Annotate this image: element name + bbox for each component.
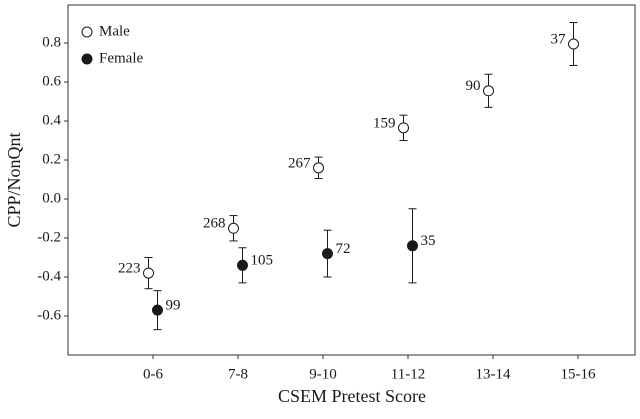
count-label: 99 bbox=[166, 298, 181, 314]
x-tick-label: 13-14 bbox=[476, 366, 511, 382]
count-label: 105 bbox=[251, 253, 274, 269]
y-tick-label: 0.0 bbox=[42, 190, 61, 206]
count-label: 159 bbox=[373, 115, 396, 131]
x-axis-label: CSEM Pretest Score bbox=[278, 386, 426, 406]
point bbox=[398, 122, 409, 134]
count-label: 90 bbox=[466, 78, 481, 94]
count-label: 35 bbox=[421, 233, 436, 249]
plot-border bbox=[67, 4, 636, 356]
count-label: 72 bbox=[336, 241, 351, 257]
count-label: 223 bbox=[118, 261, 141, 277]
legend-symbol bbox=[81, 53, 93, 65]
y-axis-label: CPP/NonQnt bbox=[4, 132, 24, 227]
count-label: 37 bbox=[551, 31, 567, 47]
point bbox=[237, 259, 248, 271]
point bbox=[568, 38, 579, 50]
y-tick-label: 0.2 bbox=[42, 151, 61, 167]
point bbox=[143, 267, 154, 279]
point bbox=[483, 85, 494, 97]
point bbox=[322, 248, 333, 260]
x-tick-label: 15-16 bbox=[561, 366, 596, 382]
point bbox=[228, 222, 239, 234]
x-tick-label: 0-6 bbox=[143, 366, 163, 382]
count-label: 268 bbox=[203, 216, 226, 232]
legend-label: Male bbox=[99, 23, 130, 39]
count-label: 267 bbox=[288, 155, 311, 171]
x-tick-label: 11-12 bbox=[391, 366, 425, 382]
y-tick-label: 0.4 bbox=[42, 112, 61, 128]
x-tick-label: 9-10 bbox=[309, 366, 337, 382]
y-tick-label: -0.6 bbox=[37, 307, 61, 323]
point bbox=[313, 162, 324, 174]
y-tick-label: -0.4 bbox=[37, 268, 61, 284]
y-tick-label: 0.6 bbox=[42, 73, 61, 89]
y-tick-label: 0.8 bbox=[42, 34, 61, 50]
point bbox=[152, 304, 163, 316]
legend-label: Female bbox=[99, 50, 143, 66]
y-tick-label: -0.2 bbox=[37, 229, 61, 245]
legend-symbol bbox=[81, 26, 93, 38]
point bbox=[407, 240, 418, 252]
x-tick-label: 7-8 bbox=[228, 366, 248, 382]
